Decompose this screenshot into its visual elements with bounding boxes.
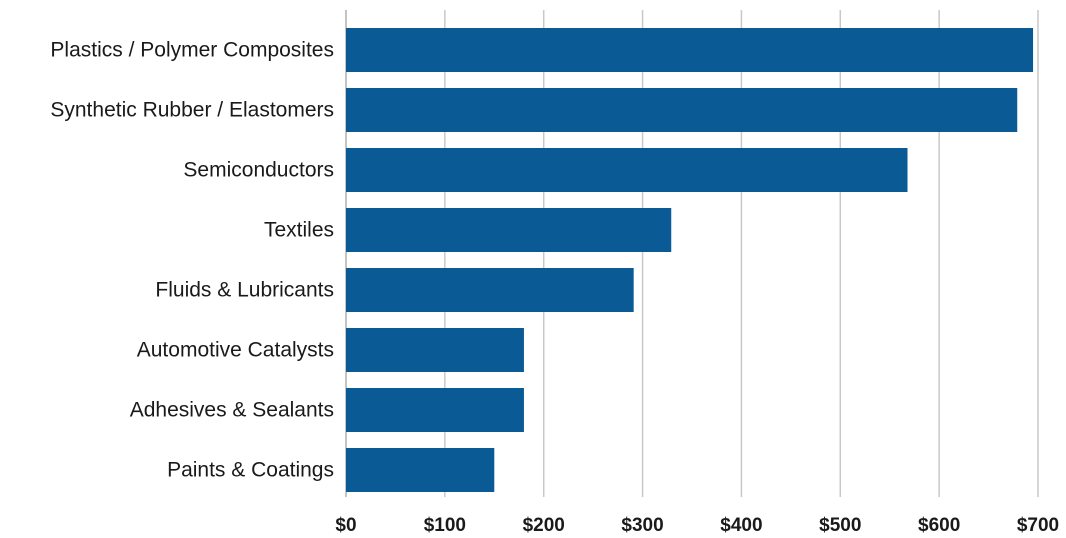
bar [346, 148, 908, 192]
category-label: Adhesives & Sealants [130, 399, 334, 422]
x-tick-label: $700 [1017, 515, 1059, 536]
x-tick-label: $200 [523, 515, 565, 536]
category-label: Textiles [264, 219, 334, 242]
x-tick-label: $400 [720, 515, 762, 536]
x-tick-label: $0 [335, 515, 356, 536]
category-label: Plastics / Polymer Composites [50, 39, 334, 62]
x-tick-label: $100 [424, 515, 466, 536]
bar [346, 328, 524, 372]
x-tick-label: $600 [918, 515, 960, 536]
bars [346, 28, 1034, 492]
category-label: Fluids & Lubricants [155, 279, 334, 302]
bar [346, 88, 1018, 132]
x-tick-label: $300 [621, 515, 663, 536]
bar [346, 208, 672, 252]
bar [346, 388, 524, 432]
category-label: Automotive Catalysts [137, 339, 334, 362]
category-labels: Plastics / Polymer Composites Synthetic R… [50, 39, 334, 482]
x-axis-tick-labels: $0 $100 $200 $300 $400 $500 $600 $700 [335, 515, 1059, 536]
bar [346, 268, 634, 312]
bar [346, 28, 1034, 72]
category-label: Synthetic Rubber / Elastomers [50, 99, 334, 122]
category-label: Paints & Coatings [167, 459, 334, 482]
bar [346, 448, 495, 492]
x-tick-label: $500 [819, 515, 861, 536]
category-label: Semiconductors [183, 159, 334, 182]
